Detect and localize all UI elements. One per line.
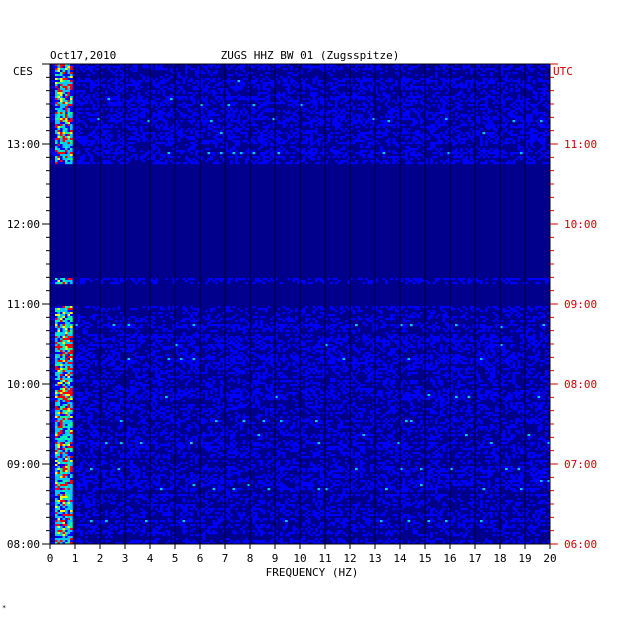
x-tick-label: 3: [122, 552, 129, 565]
x-tick-label: 2: [97, 552, 104, 565]
x-tick-label: 10: [293, 552, 306, 565]
x-axis-ticks: 0 1 2 3 4 5 6 7 8 9 10 11 12 13 14 15 16 17 18 19 20: [47, 544, 557, 565]
right-time-axis: 11:00 10:00 09:00 08:00 07:00 06:00: [550, 63, 597, 551]
x-tick-label: 13: [368, 552, 381, 565]
x-tick-label: 18: [493, 552, 506, 565]
right-time-label: 07:00: [564, 458, 597, 471]
left-time-axis: 13:00 12:00 11:00 10:00 09:00 08:00: [7, 63, 50, 551]
x-tick-label: 16: [443, 552, 456, 565]
x-tick-label: 17: [468, 552, 481, 565]
right-axis-label: UTC: [553, 65, 573, 78]
x-tick-label: 14: [393, 552, 407, 565]
right-time-label: 08:00: [564, 378, 597, 391]
x-tick-label: 4: [147, 552, 154, 565]
footnote-mark: *: [2, 604, 7, 612]
left-time-label: 11:00: [7, 298, 40, 311]
x-tick-label: 20: [543, 552, 556, 565]
left-time-label: 12:00: [7, 218, 40, 231]
x-tick-label: 8: [247, 552, 254, 565]
left-time-label: 13:00: [7, 138, 40, 151]
x-tick-label: 5: [172, 552, 179, 565]
x-tick-label: 11: [318, 552, 331, 565]
x-tick-label: 0: [47, 552, 54, 565]
x-tick-label: 12: [343, 552, 356, 565]
x-tick-label: 6: [197, 552, 204, 565]
right-time-label: 09:00: [564, 298, 597, 311]
left-axis-label: CES: [13, 65, 33, 78]
x-tick-label: 1: [72, 552, 79, 565]
frequency-gridlines: [74, 64, 526, 544]
right-time-label: 06:00: [564, 538, 597, 551]
x-tick-label: 19: [518, 552, 531, 565]
left-time-label: 10:00: [7, 378, 40, 391]
left-time-label: 08:00: [7, 538, 40, 551]
right-time-label: 10:00: [564, 218, 597, 231]
left-time-label: 09:00: [7, 458, 40, 471]
chart-date: Oct17,2010: [50, 49, 116, 62]
x-axis-label: FREQUENCY (HZ): [266, 566, 359, 579]
right-time-label: 11:00: [564, 138, 597, 151]
chart-title: ZUGS HHZ BW 01 (Zugsspitze): [221, 49, 400, 62]
x-tick-label: 7: [222, 552, 229, 565]
x-tick-label: 15: [418, 552, 431, 565]
x-tick-label: 9: [272, 552, 279, 565]
